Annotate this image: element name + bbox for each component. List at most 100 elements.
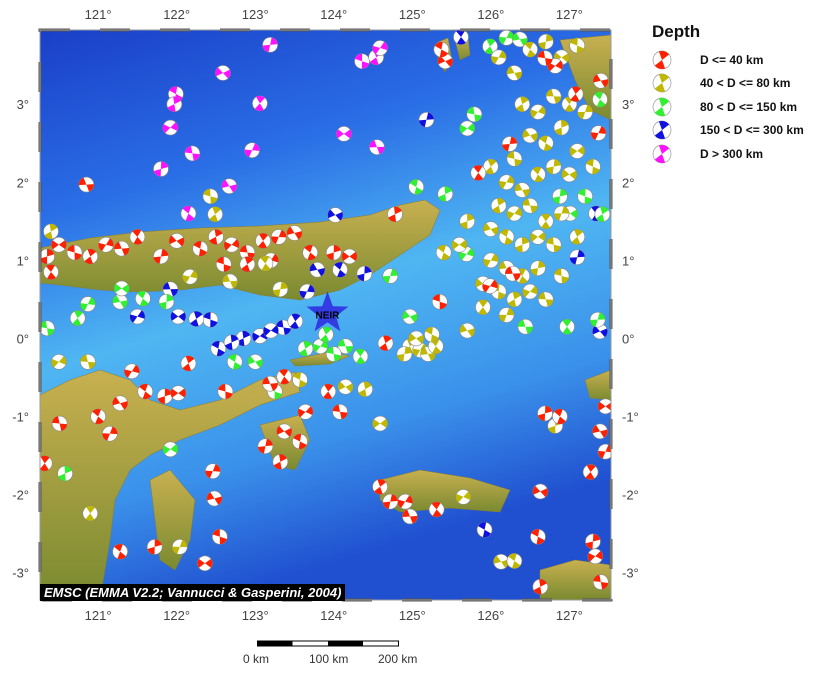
- earthquake-beachball[interactable]: [376, 334, 395, 353]
- earthquake-beachball[interactable]: [190, 239, 210, 259]
- earthquake-beachball[interactable]: [496, 227, 517, 248]
- earthquake-beachball[interactable]: [474, 519, 494, 539]
- earthquake-beachball[interactable]: [127, 306, 148, 327]
- earthquake-beachball[interactable]: [135, 381, 156, 402]
- earthquake-beachball[interactable]: [205, 205, 225, 225]
- earthquake-beachball[interactable]: [297, 282, 317, 302]
- earthquake-beachball[interactable]: [481, 250, 501, 270]
- earthquake-beachball[interactable]: [350, 346, 371, 367]
- earthquake-beachball[interactable]: [285, 311, 305, 331]
- earthquake-beachball[interactable]: [180, 266, 201, 287]
- earthquake-beachball[interactable]: [111, 293, 129, 311]
- earthquake-beachball[interactable]: [57, 465, 73, 482]
- earthquake-beachball[interactable]: [356, 265, 373, 282]
- earthquake-beachball[interactable]: [522, 197, 538, 214]
- earthquake-beachball[interactable]: [545, 236, 563, 254]
- earthquake-beachball[interactable]: [387, 206, 404, 223]
- earthquake-beachball[interactable]: [80, 354, 96, 370]
- earthquake-beachball[interactable]: [68, 308, 88, 328]
- earthquake-beachball[interactable]: [505, 150, 523, 168]
- earthquake-beachball[interactable]: [356, 380, 374, 398]
- earthquake-beachball[interactable]: [580, 462, 600, 482]
- earthquake-beachball[interactable]: [242, 140, 262, 160]
- earthquake-beachball[interactable]: [453, 486, 474, 507]
- earthquake-beachball[interactable]: [210, 527, 229, 546]
- earthquake-beachball[interactable]: [406, 328, 426, 348]
- earthquake-beachball[interactable]: [167, 231, 187, 251]
- earthquake-beachball[interactable]: [466, 106, 483, 123]
- earthquake-beachball[interactable]: [88, 406, 109, 427]
- earthquake-beachball[interactable]: [253, 231, 274, 252]
- earthquake-beachball[interactable]: [559, 164, 579, 184]
- earthquake-beachball[interactable]: [51, 415, 68, 432]
- earthquake-beachball[interactable]: [585, 546, 606, 567]
- station-neir[interactable]: NEIR: [306, 291, 349, 332]
- earthquake-beachball[interactable]: [80, 503, 101, 524]
- earthquake-beachball[interactable]: [325, 244, 342, 261]
- earthquake-beachball[interactable]: [194, 553, 215, 574]
- earthquake-beachball[interactable]: [295, 401, 316, 422]
- earthquake-beachball[interactable]: [100, 424, 119, 443]
- earthquake-beachball[interactable]: [589, 123, 609, 143]
- earthquake-beachball[interactable]: [592, 574, 609, 591]
- earthquake-beachball[interactable]: [513, 95, 531, 113]
- earthquake-beachball[interactable]: [520, 126, 539, 145]
- earthquake-beachball[interactable]: [402, 508, 418, 525]
- earthquake-beachball[interactable]: [308, 261, 326, 279]
- earthquake-beachball[interactable]: [207, 228, 224, 245]
- earthquake-beachball[interactable]: [422, 325, 442, 345]
- earthquake-beachball[interactable]: [567, 36, 587, 56]
- earthquake-beachball[interactable]: [430, 292, 449, 311]
- earthquake-beachball[interactable]: [146, 539, 163, 555]
- earthquake-beachball[interactable]: [395, 491, 416, 512]
- earthquake-beachball[interactable]: [38, 320, 55, 337]
- earthquake-beachball[interactable]: [224, 352, 245, 373]
- earthquake-beachball[interactable]: [553, 119, 570, 136]
- earthquake-beachball[interactable]: [274, 366, 295, 387]
- earthquake-beachball[interactable]: [269, 227, 289, 247]
- earthquake-beachball[interactable]: [300, 242, 321, 263]
- earthquake-beachball[interactable]: [255, 253, 276, 274]
- earthquake-beachball[interactable]: [221, 234, 242, 255]
- earthquake-beachball[interactable]: [529, 260, 546, 277]
- earthquake-beachball[interactable]: [353, 52, 372, 71]
- earthquake-beachball[interactable]: [504, 550, 525, 571]
- earthquake-beachball[interactable]: [170, 537, 189, 556]
- earthquake-beachball[interactable]: [201, 187, 219, 205]
- earthquake-beachball[interactable]: [160, 439, 181, 460]
- earthquake-beachball[interactable]: [406, 177, 427, 198]
- earthquake-beachball[interactable]: [505, 290, 523, 308]
- earthquake-beachball[interactable]: [537, 50, 554, 67]
- earthquake-beachball[interactable]: [370, 477, 389, 496]
- earthquake-beachball[interactable]: [187, 309, 206, 328]
- earthquake-beachball[interactable]: [40, 248, 55, 265]
- earthquake-beachball[interactable]: [168, 306, 189, 327]
- earthquake-beachball[interactable]: [593, 205, 612, 224]
- earthquake-beachball[interactable]: [437, 186, 454, 202]
- earthquake-beachball[interactable]: [274, 421, 294, 441]
- earthquake-beachball[interactable]: [337, 338, 354, 355]
- earthquake-beachball[interactable]: [480, 276, 501, 297]
- earthquake-beachball[interactable]: [538, 291, 554, 308]
- earthquake-beachball[interactable]: [504, 203, 525, 224]
- earthquake-beachball[interactable]: [396, 345, 413, 362]
- earthquake-beachball[interactable]: [567, 140, 588, 161]
- earthquake-beachball[interactable]: [81, 247, 100, 266]
- earthquake-beachball[interactable]: [272, 281, 289, 298]
- earthquake-beachball[interactable]: [592, 72, 610, 90]
- earthquake-beachball[interactable]: [591, 422, 609, 440]
- earthquake-beachball[interactable]: [208, 338, 228, 358]
- earthquake-beachball[interactable]: [203, 461, 223, 481]
- earthquake-beachball[interactable]: [527, 226, 548, 247]
- earthquake-beachball[interactable]: [481, 157, 501, 177]
- earthquake-beachball[interactable]: [433, 242, 454, 263]
- earthquake-beachball[interactable]: [481, 220, 500, 239]
- earthquake-beachball[interactable]: [285, 224, 303, 242]
- earthquake-beachball[interactable]: [111, 394, 130, 413]
- earthquake-beachball[interactable]: [318, 381, 339, 402]
- earthquake-beachball[interactable]: [152, 248, 170, 266]
- earthquake-beachball[interactable]: [473, 297, 494, 318]
- earthquake-beachball[interactable]: [166, 96, 183, 113]
- earthquake-beachball[interactable]: [370, 38, 391, 59]
- earthquake-beachball[interactable]: [480, 36, 500, 56]
